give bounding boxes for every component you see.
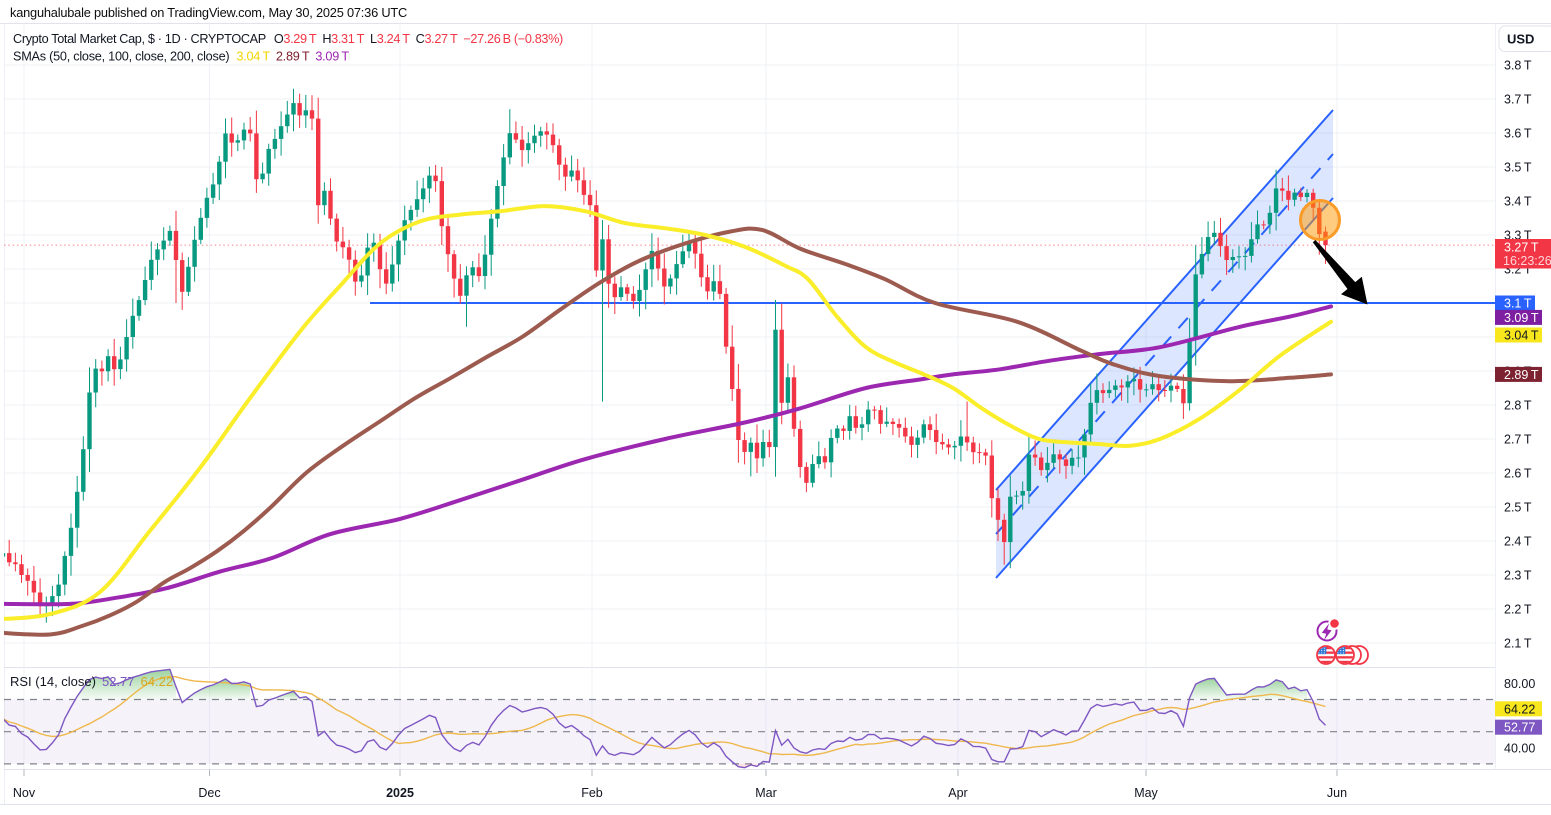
svg-text:2.2 T: 2.2 T bbox=[1504, 603, 1532, 617]
svg-text:2.6 T: 2.6 T bbox=[1504, 467, 1532, 481]
svg-text:16:23:26: 16:23:26 bbox=[1503, 254, 1551, 268]
svg-text:2.89 T: 2.89 T bbox=[1504, 368, 1539, 382]
svg-text:Feb: Feb bbox=[581, 786, 603, 800]
svg-text:2.8 T: 2.8 T bbox=[1504, 399, 1532, 413]
svg-text:May: May bbox=[1134, 786, 1158, 800]
svg-text:USD: USD bbox=[1507, 32, 1534, 47]
svg-text:SMAs (50, close, 100, close, 2: SMAs (50, close, 100, close, 200, close)… bbox=[13, 50, 349, 64]
svg-text:40.00: 40.00 bbox=[1504, 741, 1535, 755]
svg-text:2.5 T: 2.5 T bbox=[1504, 501, 1532, 515]
svg-text:3.27 T: 3.27 T bbox=[1504, 241, 1539, 255]
svg-text:3.04 T: 3.04 T bbox=[1504, 329, 1539, 343]
svg-text:80.00: 80.00 bbox=[1504, 677, 1535, 691]
svg-text:3.5 T: 3.5 T bbox=[1504, 161, 1532, 175]
svg-text:Jun: Jun bbox=[1327, 786, 1347, 800]
svg-text:2.3 T: 2.3 T bbox=[1504, 569, 1532, 583]
svg-text:2.4 T: 2.4 T bbox=[1504, 535, 1532, 549]
svg-text:Nov: Nov bbox=[13, 786, 36, 800]
svg-text:3.7 T: 3.7 T bbox=[1504, 93, 1532, 107]
svg-text:Apr: Apr bbox=[948, 786, 967, 800]
svg-text:3.1 T: 3.1 T bbox=[1504, 297, 1532, 311]
svg-text:3.4 T: 3.4 T bbox=[1504, 195, 1532, 209]
svg-text:3.6 T: 3.6 T bbox=[1504, 127, 1532, 141]
svg-text:52.77: 52.77 bbox=[1504, 721, 1535, 735]
svg-text:3.09 T: 3.09 T bbox=[1504, 311, 1539, 325]
svg-text:3.8 T: 3.8 T bbox=[1504, 59, 1532, 73]
svg-text:64.22: 64.22 bbox=[1504, 702, 1535, 716]
svg-text:2.1 T: 2.1 T bbox=[1504, 637, 1532, 651]
svg-text:2.7 T: 2.7 T bbox=[1504, 433, 1532, 447]
svg-text:kanguhalubale published on Tra: kanguhalubale published on TradingView.c… bbox=[10, 5, 407, 20]
svg-text:2025: 2025 bbox=[386, 786, 414, 800]
svg-text:Dec: Dec bbox=[198, 786, 220, 800]
svg-text:Crypto Total Market Cap, $ · 1: Crypto Total Market Cap, $ · 1D · CRYPTO… bbox=[13, 32, 563, 46]
svg-text:Mar: Mar bbox=[755, 786, 777, 800]
